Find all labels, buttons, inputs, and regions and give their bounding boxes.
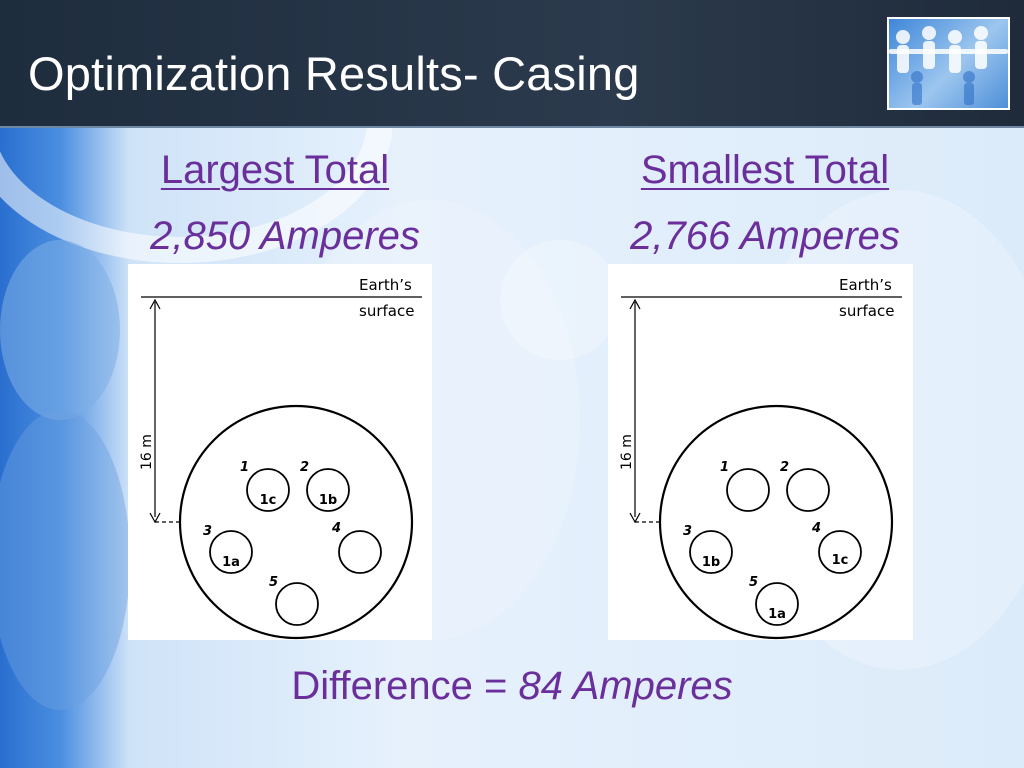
casing-outline [658, 404, 894, 640]
slot-5-circle [755, 582, 799, 626]
slot-1-number: 1 [720, 460, 729, 475]
slot-5-number: 5 [269, 575, 278, 590]
slide-title: Optimization Results- Casing [28, 47, 640, 100]
slot-2-circle [306, 468, 350, 512]
slot-3-number: 3 [203, 524, 212, 539]
surface-label: surface [839, 302, 894, 320]
right-diagram: Earth’s surface 16 m 1 2 3 4 5 1b 1c 1a [608, 264, 913, 640]
slot-5-number: 5 [749, 575, 758, 590]
slot-1-circle [246, 468, 290, 512]
arrow-head-up [149, 298, 161, 310]
slot-1-number: 1 [240, 460, 249, 475]
slide-header: Optimization Results- Casing [0, 0, 1024, 128]
cable-label: 1c [832, 553, 849, 568]
left-heading: Largest Total [160, 148, 390, 192]
slot-4-circle [818, 530, 862, 574]
difference-prefix: Difference = [291, 664, 519, 708]
slot-4-number: 4 [331, 521, 341, 536]
arrow-head-up [629, 298, 641, 310]
casing-outline [178, 404, 414, 640]
surface-label: surface [359, 302, 414, 320]
slot-2-number: 2 [780, 460, 789, 475]
slot-3-number: 3 [683, 524, 692, 539]
slot-4-number: 4 [811, 521, 821, 536]
cable-label: 1a [768, 607, 786, 622]
right-value: 2,766 Amperes [630, 214, 900, 258]
slot-4-circle [338, 530, 382, 574]
depth-label: 16 m [139, 434, 155, 470]
left-diagram: Earth’s surface 16 m 1 2 3 4 5 1c 1b 1a [128, 264, 432, 640]
cable-label: 1b [702, 555, 720, 570]
difference-line: Difference = 84 Amperes [0, 660, 1024, 712]
cable-label: 1b [319, 493, 337, 508]
slot-1-circle [726, 468, 770, 512]
difference-value: 84 Amperes [518, 664, 733, 708]
cable-label: 1a [222, 555, 240, 570]
people-chain-logo [887, 17, 1010, 110]
left-value: 2,850 Amperes [150, 214, 420, 258]
people-chain-icon [889, 26, 1008, 105]
surface-label: Earth’s [359, 276, 412, 294]
slot-5-circle [275, 582, 319, 626]
cable-label: 1c [260, 493, 277, 508]
slot-2-circle [786, 468, 830, 512]
surface-label: Earth’s [839, 276, 892, 294]
slot-3-circle [689, 530, 733, 574]
depth-label: 16 m [619, 434, 635, 470]
slot-2-number: 2 [300, 460, 309, 475]
right-heading: Smallest Total [640, 148, 890, 192]
slot-3-circle [209, 530, 253, 574]
